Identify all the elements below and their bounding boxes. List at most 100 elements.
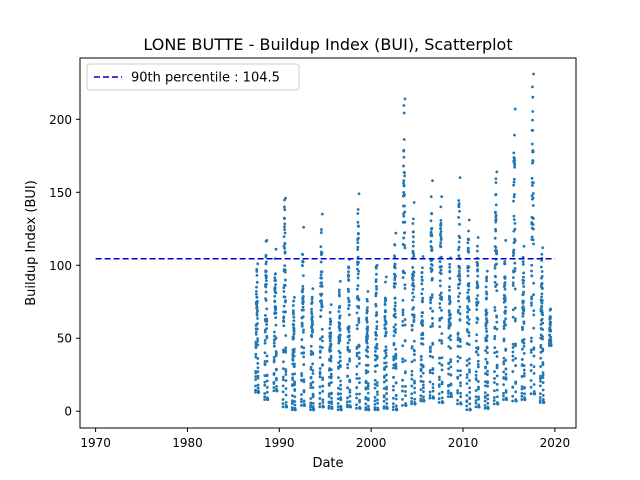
- scatter-point: [513, 317, 517, 321]
- scatter-point: [402, 148, 406, 152]
- scatter-point: [274, 283, 278, 286]
- scatter-point: [321, 339, 324, 343]
- scatter-point: [263, 351, 267, 355]
- scatter-point: [404, 384, 407, 388]
- scatter-point: [356, 284, 360, 288]
- scatter-point: [302, 380, 306, 384]
- scatter-point: [393, 304, 397, 308]
- scatter-point: [401, 389, 404, 393]
- scatter-point: [431, 343, 435, 346]
- x-tick-label: 1980: [172, 436, 203, 450]
- scatter-point: [411, 244, 415, 248]
- scatter-point: [459, 391, 462, 395]
- scatter-point: [485, 275, 489, 279]
- scatter-point: [367, 408, 371, 412]
- scatter-point: [293, 372, 296, 376]
- scatter-point: [476, 268, 479, 271]
- scatter-point: [302, 399, 306, 403]
- scatter-point: [439, 268, 443, 272]
- scatter-point: [302, 363, 306, 366]
- scatter-point: [337, 288, 341, 292]
- scatter-point: [421, 296, 425, 300]
- scatter-point: [274, 351, 278, 355]
- scatter-point: [256, 262, 260, 266]
- scatter-point: [514, 356, 517, 360]
- scatter-point: [504, 390, 508, 394]
- scatter-point: [541, 361, 545, 364]
- scatter-point: [439, 205, 443, 209]
- scatter-point: [284, 387, 288, 391]
- scatter-point: [476, 294, 480, 297]
- scatter-point: [301, 295, 305, 298]
- scatter-point: [483, 391, 487, 395]
- scatter-point: [281, 384, 285, 388]
- scatter-point: [301, 302, 305, 306]
- scatter-point: [337, 376, 340, 380]
- scatter-point: [448, 266, 452, 269]
- scatter-point: [355, 354, 359, 358]
- scatter-point: [438, 293, 442, 297]
- scatter-point: [273, 276, 277, 280]
- scatter-point: [477, 395, 480, 399]
- scatter-point: [474, 395, 478, 399]
- scatter-point: [532, 354, 536, 358]
- scatter-point: [366, 350, 369, 354]
- scatter-point: [504, 367, 508, 371]
- scatter-point: [468, 397, 472, 400]
- scatter-point: [376, 393, 379, 396]
- scatter-point: [311, 372, 315, 375]
- scatter-point: [441, 401, 445, 404]
- scatter-point: [366, 391, 370, 395]
- scatter-point: [393, 278, 397, 282]
- scatter-point: [413, 386, 416, 390]
- scatter-point: [347, 266, 351, 270]
- scatter-point: [382, 380, 386, 384]
- scatter-point: [494, 220, 498, 224]
- scatter-point: [292, 350, 296, 354]
- scatter-point: [467, 284, 471, 288]
- scatter-point: [384, 275, 388, 279]
- scatter-point: [492, 396, 496, 399]
- scatter-point: [255, 311, 259, 315]
- scatter-point: [410, 377, 414, 381]
- x-tick-label: 2010: [448, 436, 479, 450]
- scatter-point: [511, 281, 515, 285]
- scatter-point: [348, 357, 352, 361]
- scatter-point: [264, 299, 268, 302]
- scatter-point: [539, 343, 543, 347]
- scatter-point: [548, 326, 552, 329]
- x-tick-label: 2020: [540, 436, 571, 450]
- scatter-point: [458, 337, 462, 341]
- scatter-point: [301, 264, 304, 267]
- scatter-point: [392, 366, 396, 370]
- scatter-point: [265, 307, 269, 311]
- scatter-point: [511, 284, 515, 287]
- scatter-point: [504, 305, 507, 309]
- scatter-point: [439, 226, 443, 230]
- scatter-point: [429, 240, 433, 243]
- scatter-point: [347, 274, 351, 278]
- scatter-point: [356, 208, 360, 211]
- scatter-point: [502, 391, 505, 395]
- scatter-point: [438, 338, 441, 342]
- scatter-point: [459, 395, 463, 399]
- scatter-point: [373, 370, 377, 373]
- scatter-point: [430, 293, 434, 297]
- scatter-point: [503, 283, 507, 287]
- scatter-point: [375, 342, 379, 346]
- scatter-point: [355, 386, 359, 390]
- scatter-point: [538, 392, 542, 396]
- scatter-point: [421, 311, 425, 315]
- scatter-point: [439, 234, 442, 237]
- scatter-point: [327, 400, 331, 404]
- scatter-point: [413, 381, 416, 385]
- scatter-point: [283, 217, 286, 220]
- scatter-point: [456, 355, 460, 359]
- scatter-point: [292, 330, 296, 333]
- scatter-point: [530, 194, 534, 198]
- scatter-point: [272, 372, 276, 375]
- scatter-point: [256, 376, 260, 380]
- scatter-point: [503, 260, 507, 263]
- scatter-point: [440, 255, 443, 259]
- scatter-point: [356, 220, 360, 224]
